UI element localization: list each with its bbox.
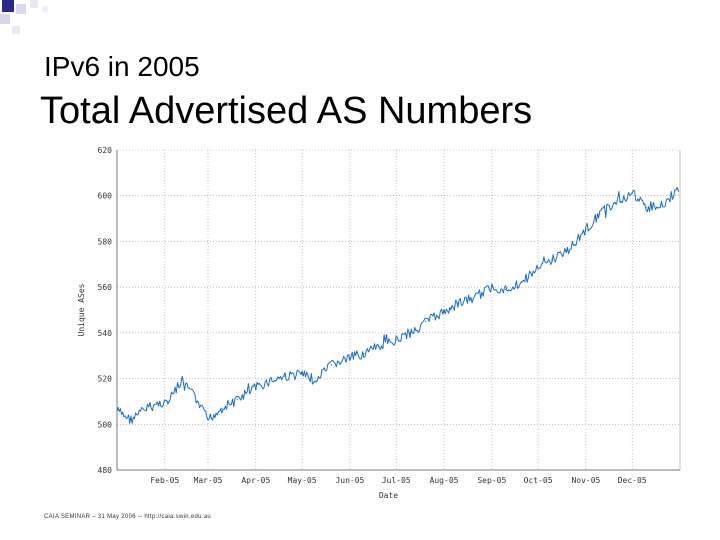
data-point bbox=[178, 384, 180, 387]
y-tick-label: 480 bbox=[98, 466, 113, 475]
data-point bbox=[130, 419, 132, 421]
data-point bbox=[537, 268, 539, 270]
data-point bbox=[145, 407, 147, 409]
bullet-square-pale bbox=[30, 0, 38, 8]
bullet-square-pale bbox=[42, 6, 48, 12]
data-point bbox=[520, 281, 522, 284]
x-tick-label: Oct-05 bbox=[524, 476, 553, 485]
data-point bbox=[187, 387, 189, 389]
data-point bbox=[330, 364, 333, 366]
y-tick-label: 500 bbox=[98, 420, 113, 429]
y-tick-label: 540 bbox=[98, 329, 113, 338]
data-point bbox=[255, 387, 257, 389]
data-point bbox=[221, 407, 223, 409]
data-point bbox=[409, 332, 411, 334]
data-point bbox=[207, 419, 209, 421]
data-point bbox=[424, 320, 427, 323]
decorative-squares bbox=[0, 0, 60, 50]
data-point bbox=[284, 375, 286, 377]
x-tick-label: Feb-05 bbox=[150, 476, 179, 485]
data-point bbox=[301, 373, 303, 375]
slide-title: Total Advertised AS Numbers bbox=[40, 90, 533, 132]
data-point bbox=[585, 229, 587, 231]
x-tick-label: Aug-05 bbox=[430, 476, 459, 485]
data-point bbox=[443, 311, 445, 313]
x-tick-label: Mar-05 bbox=[194, 476, 223, 485]
data-point bbox=[315, 380, 317, 382]
data-point bbox=[395, 339, 397, 341]
data-point bbox=[599, 213, 601, 215]
series-line bbox=[116, 186, 679, 424]
y-tick-label: 620 bbox=[98, 146, 113, 155]
slide-footer: CAIA SEMINAR – 31 May 2006 -- http://cai… bbox=[44, 514, 211, 520]
data-point bbox=[363, 352, 365, 355]
x-tick-label: Jul-05 bbox=[382, 476, 411, 485]
data-point bbox=[645, 206, 647, 208]
data-point bbox=[505, 288, 507, 291]
data-point bbox=[551, 259, 553, 261]
data-point bbox=[677, 190, 680, 192]
data-point bbox=[196, 400, 198, 403]
x-tick-label: Sep-05 bbox=[477, 476, 506, 485]
bullet-square-pale bbox=[12, 26, 20, 34]
y-tick-label: 580 bbox=[98, 237, 113, 246]
x-tick-label: Jun-05 bbox=[335, 476, 364, 485]
data-point bbox=[158, 403, 160, 405]
y-tick-label: 560 bbox=[98, 283, 113, 292]
x-tick-label: Dec-05 bbox=[618, 476, 647, 485]
data-point bbox=[116, 409, 118, 412]
data-point bbox=[660, 204, 663, 206]
slide-subtitle: IPv6 in 2005 bbox=[44, 51, 200, 82]
data-point bbox=[167, 400, 169, 403]
data-point bbox=[472, 297, 474, 300]
data-point bbox=[457, 302, 459, 304]
bullet-square-dark bbox=[2, 0, 14, 12]
bullet-square-light bbox=[16, 4, 26, 14]
bullet-square-light bbox=[0, 14, 10, 24]
x-axis-label: Date bbox=[379, 491, 398, 500]
y-tick-label: 520 bbox=[98, 375, 113, 384]
y-tick-label: 600 bbox=[98, 192, 113, 201]
x-tick-label: May-05 bbox=[288, 476, 317, 485]
data-point bbox=[236, 398, 238, 400]
x-tick-label: Nov-05 bbox=[571, 476, 600, 485]
x-tick-label: Apr-05 bbox=[241, 476, 270, 485]
data-point bbox=[631, 192, 633, 195]
data-point bbox=[269, 380, 271, 382]
data-point bbox=[349, 357, 351, 359]
data-point bbox=[566, 249, 569, 252]
data-point bbox=[614, 201, 616, 204]
y-axis-label: Unique ASes bbox=[77, 283, 86, 336]
data-point bbox=[378, 345, 380, 348]
data-point bbox=[491, 286, 493, 288]
